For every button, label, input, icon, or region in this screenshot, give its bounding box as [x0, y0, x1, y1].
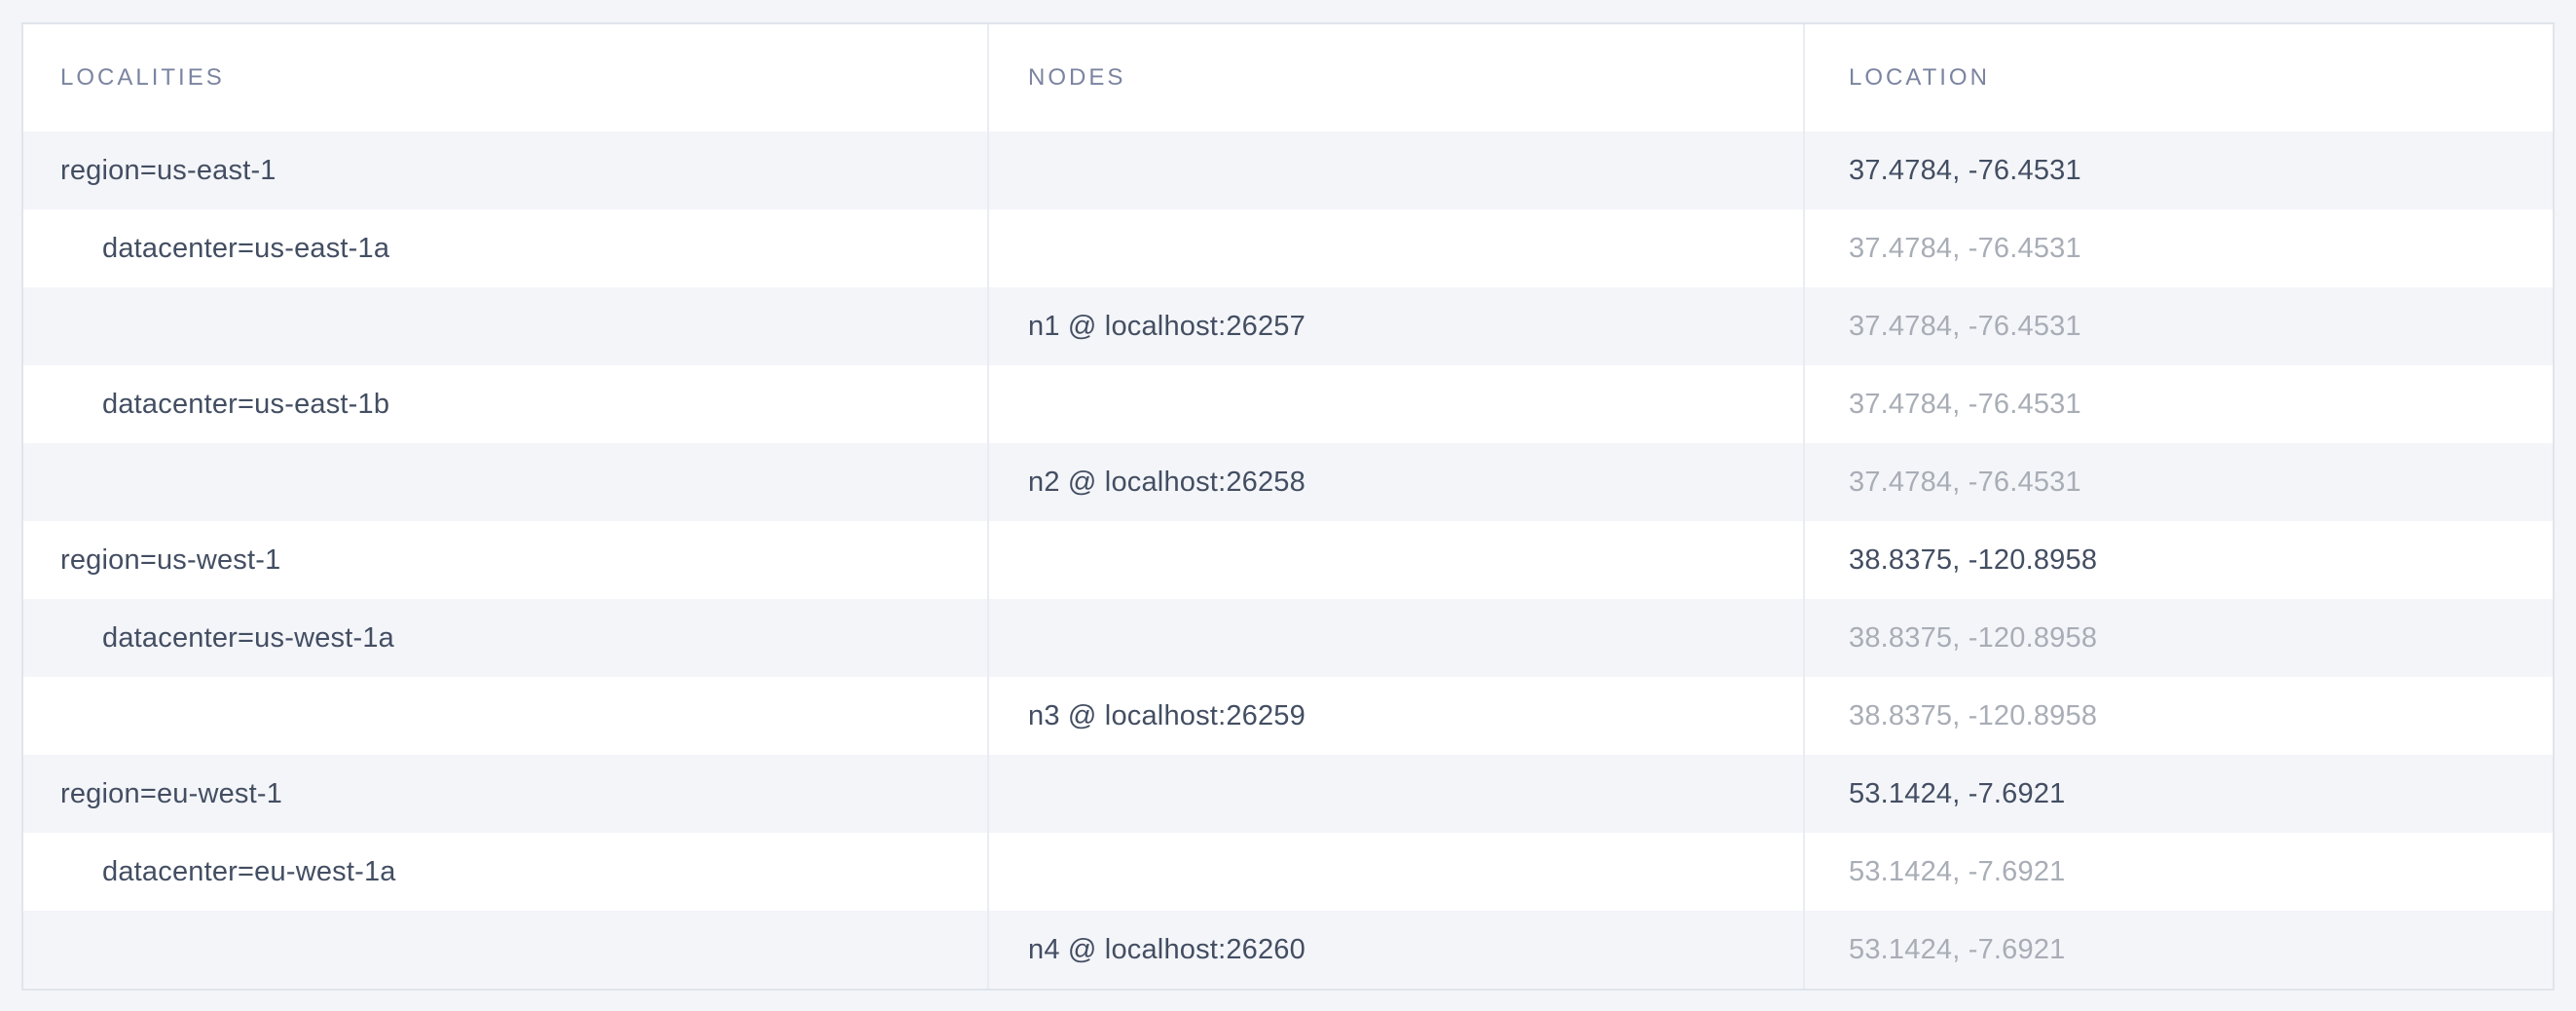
table-row: n4 @ localhost:26260 53.1424, -7.6921: [23, 911, 2553, 989]
locality-cell: datacenter=us-east-1b: [23, 365, 989, 443]
node-cell: [989, 599, 1805, 677]
node-cell: [989, 209, 1805, 287]
location-text: 53.1424, -7.6921: [1849, 933, 2066, 965]
location-text: 53.1424, -7.6921: [1849, 777, 2066, 809]
location-cell: 53.1424, -7.6921: [1805, 833, 2553, 911]
locality-cell: [23, 677, 989, 755]
table-row: datacenter=us-west-1a 38.8375, -120.8958: [23, 599, 2553, 677]
node-cell: n1 @ localhost:26257: [989, 287, 1805, 365]
location-cell: 38.8375, -120.8958: [1805, 677, 2553, 755]
table-row: n3 @ localhost:26259 38.8375, -120.8958: [23, 677, 2553, 755]
location-cell: 53.1424, -7.6921: [1805, 911, 2553, 989]
table-row: n2 @ localhost:26258 37.4784, -76.4531: [23, 443, 2553, 521]
column-header-localities: LOCALITIES: [23, 24, 989, 131]
location-cell: 37.4784, -76.4531: [1805, 131, 2553, 209]
location-text: 38.8375, -120.8958: [1849, 543, 2098, 576]
location-cell: 37.4784, -76.4531: [1805, 443, 2553, 521]
location-cell: 38.8375, -120.8958: [1805, 521, 2553, 599]
node-cell: n4 @ localhost:26260: [989, 911, 1805, 989]
column-header-location: LOCATION: [1805, 24, 2553, 131]
location-text: 53.1424, -7.6921: [1849, 855, 2066, 887]
table-row: n1 @ localhost:26257 37.4784, -76.4531: [23, 287, 2553, 365]
node-text: n1 @ localhost:26257: [1028, 310, 1306, 342]
locality-text: region=us-west-1: [60, 543, 281, 576]
location-text: 37.4784, -76.4531: [1849, 232, 2081, 264]
table-row: region=us-east-1 37.4784, -76.4531: [23, 131, 2553, 209]
column-header-location-label: LOCATION: [1849, 64, 1990, 91]
table-row: datacenter=us-east-1a 37.4784, -76.4531: [23, 209, 2553, 287]
location-cell: 37.4784, -76.4531: [1805, 287, 2553, 365]
table-body: region=us-east-1 37.4784, -76.4531 datac…: [23, 131, 2553, 989]
column-header-nodes-label: NODES: [1028, 64, 1126, 91]
locality-text: datacenter=eu-west-1a: [102, 855, 396, 887]
table-row: datacenter=eu-west-1a 53.1424, -7.6921: [23, 833, 2553, 911]
table-header-row: LOCALITIES NODES LOCATION: [23, 24, 2553, 131]
node-text: n2 @ localhost:26258: [1028, 466, 1306, 498]
location-text: 38.8375, -120.8958: [1849, 699, 2098, 731]
locality-cell: region=us-west-1: [23, 521, 989, 599]
node-cell: [989, 365, 1805, 443]
node-text: n4 @ localhost:26260: [1028, 933, 1306, 965]
localities-table: LOCALITIES NODES LOCATION region=us-east…: [21, 22, 2555, 991]
node-cell: [989, 521, 1805, 599]
node-cell: n3 @ localhost:26259: [989, 677, 1805, 755]
node-text: n3 @ localhost:26259: [1028, 699, 1306, 731]
location-cell: 38.8375, -120.8958: [1805, 599, 2553, 677]
locality-text: datacenter=us-east-1b: [102, 388, 390, 420]
location-cell: 37.4784, -76.4531: [1805, 209, 2553, 287]
column-header-nodes: NODES: [989, 24, 1805, 131]
locality-text: region=us-east-1: [60, 154, 276, 186]
column-header-localities-label: LOCALITIES: [60, 64, 225, 91]
location-text: 37.4784, -76.4531: [1849, 310, 2081, 342]
node-cell: [989, 833, 1805, 911]
location-cell: 37.4784, -76.4531: [1805, 365, 2553, 443]
node-cell: [989, 755, 1805, 833]
locality-cell: region=eu-west-1: [23, 755, 989, 833]
table-row: region=us-west-1 38.8375, -120.8958: [23, 521, 2553, 599]
locality-cell: datacenter=us-east-1a: [23, 209, 989, 287]
locality-cell: [23, 911, 989, 989]
location-text: 37.4784, -76.4531: [1849, 154, 2081, 186]
locality-cell: region=us-east-1: [23, 131, 989, 209]
locality-text: datacenter=us-east-1a: [102, 232, 390, 264]
node-cell: n2 @ localhost:26258: [989, 443, 1805, 521]
location-text: 37.4784, -76.4531: [1849, 466, 2081, 498]
location-cell: 53.1424, -7.6921: [1805, 755, 2553, 833]
locality-cell: [23, 443, 989, 521]
locality-cell: datacenter=us-west-1a: [23, 599, 989, 677]
table-row: datacenter=us-east-1b 37.4784, -76.4531: [23, 365, 2553, 443]
table-row: region=eu-west-1 53.1424, -7.6921: [23, 755, 2553, 833]
locality-text: region=eu-west-1: [60, 777, 283, 809]
locality-text: datacenter=us-west-1a: [102, 621, 395, 654]
location-text: 37.4784, -76.4531: [1849, 388, 2081, 420]
locality-cell: datacenter=eu-west-1a: [23, 833, 989, 911]
node-cell: [989, 131, 1805, 209]
location-text: 38.8375, -120.8958: [1849, 621, 2098, 654]
locality-cell: [23, 287, 989, 365]
